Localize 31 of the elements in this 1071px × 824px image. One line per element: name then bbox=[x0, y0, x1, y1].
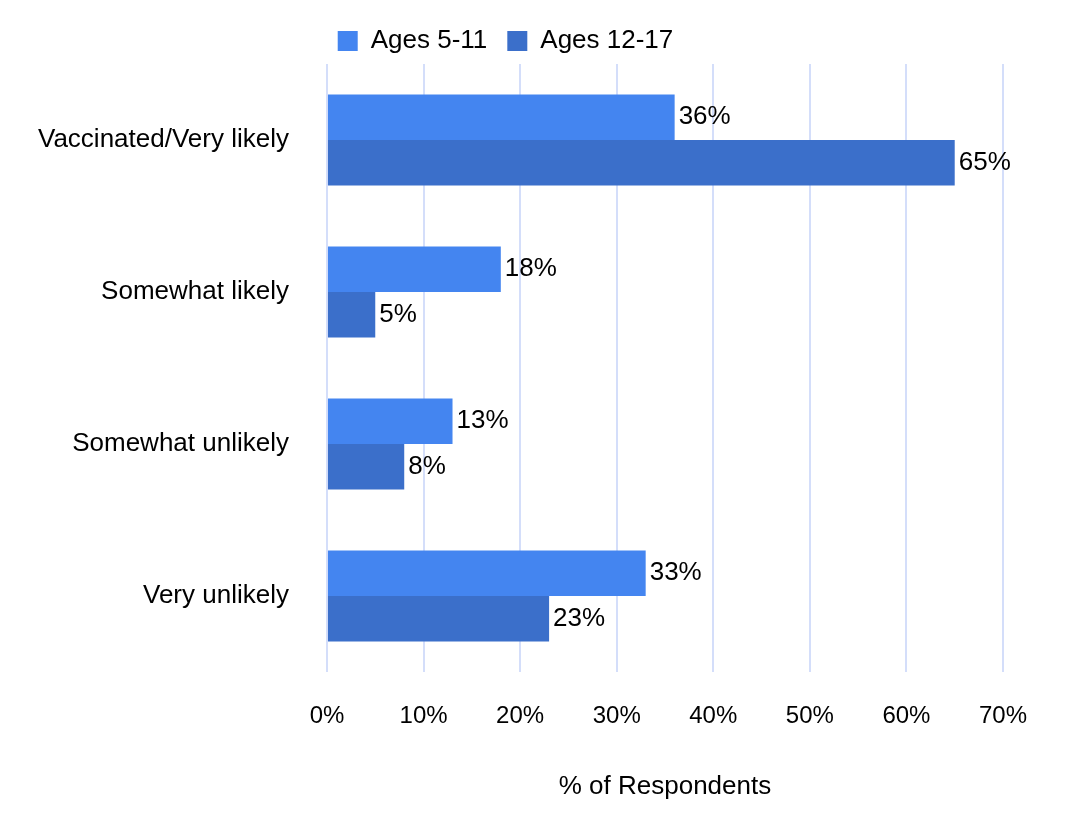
x-axis-title: % of Respondents bbox=[558, 769, 772, 800]
data-label: 13% bbox=[456, 404, 509, 435]
bar bbox=[327, 596, 550, 642]
bar bbox=[327, 246, 501, 292]
bar bbox=[327, 292, 376, 338]
bar bbox=[327, 444, 405, 490]
data-label: 33% bbox=[649, 556, 702, 587]
data-label: 8% bbox=[408, 449, 446, 480]
data-label: 5% bbox=[379, 297, 417, 328]
bar bbox=[327, 140, 955, 186]
data-label: 36% bbox=[678, 100, 731, 131]
data-label: 18% bbox=[504, 252, 557, 283]
bar bbox=[327, 94, 675, 140]
y-tick-label: Somewhat unlikely bbox=[72, 427, 289, 458]
x-tick-label: 40% bbox=[689, 701, 738, 729]
x-tick-label: 60% bbox=[882, 701, 931, 729]
x-tick-label: 30% bbox=[592, 701, 641, 729]
bar bbox=[327, 550, 646, 596]
x-tick-label: 70% bbox=[978, 701, 1028, 729]
x-tick-label: 20% bbox=[496, 701, 545, 729]
y-tick-label: Vaccinated/Very likely bbox=[37, 123, 289, 154]
x-tick-label: 10% bbox=[399, 701, 448, 729]
data-label: 65% bbox=[958, 145, 1011, 176]
legend-label: Ages 5-11 bbox=[370, 24, 488, 55]
y-tick-label: Somewhat likely bbox=[101, 275, 289, 306]
x-tick-label: 50% bbox=[785, 701, 834, 729]
data-label: 23% bbox=[553, 601, 606, 632]
bar bbox=[327, 398, 453, 444]
x-tick-label: 0% bbox=[309, 701, 345, 729]
legend-label: Ages 12-17 bbox=[540, 24, 674, 55]
y-tick-label: Very unlikely bbox=[143, 579, 289, 610]
